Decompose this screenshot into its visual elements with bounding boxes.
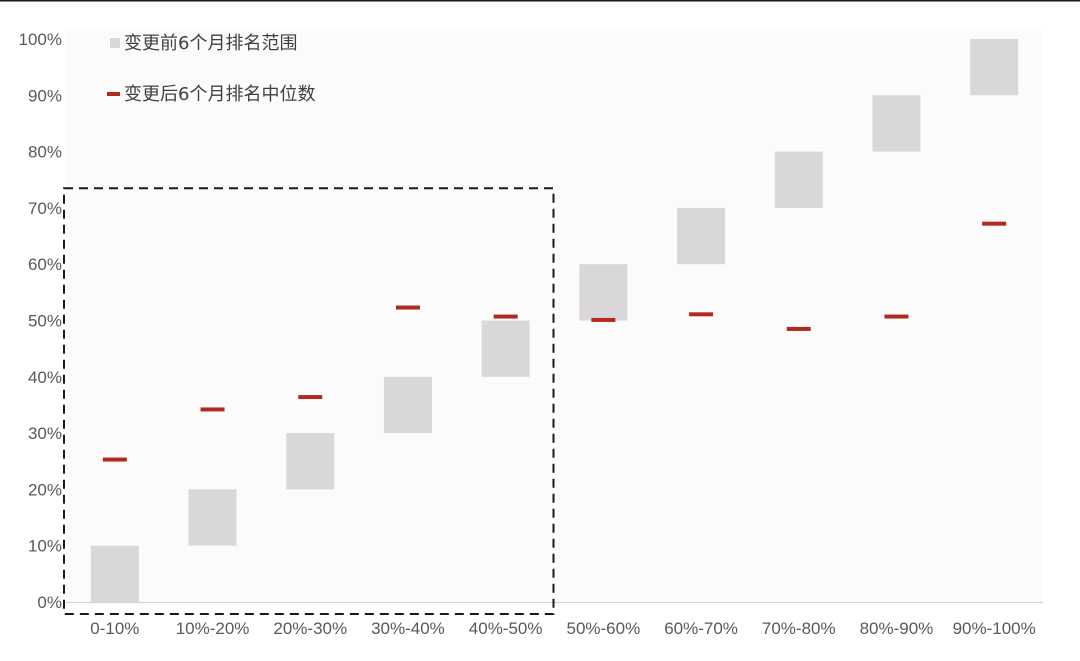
y-tick-label: 50% [28,312,62,331]
range-box [970,39,1019,96]
y-tick-label: 100% [19,30,62,49]
y-tick-label: 80% [28,143,62,162]
x-tick-label: 0-10% [90,619,139,638]
x-tick-label: 50%-60% [566,619,640,638]
y-tick-label: 70% [28,199,62,218]
y-tick-label: 30% [28,424,62,443]
y-tick-label: 0% [37,593,62,612]
x-tick-label: 70%-80% [762,619,836,638]
median-marker [786,326,811,331]
median-marker [884,314,909,319]
x-tick-label: 30%-40% [371,619,445,638]
median-marker [982,221,1007,226]
x-tick-label: 80%-90% [860,619,934,638]
x-axis: 0-10% 10%-20% 20%-30% 30%-40% 40%-50% 50%-60%… [66,601,1043,638]
median-marker [298,395,323,400]
range-box [677,207,726,265]
range-box [579,264,628,321]
y-tick-label: 90% [28,86,62,105]
median-marker [395,305,420,310]
range-box [188,489,237,546]
x-tick-label: 40%-50% [469,619,543,638]
range-box [774,151,823,208]
y-tick-label: 60% [28,255,62,274]
median-marker [200,407,225,412]
highlight-layer [63,187,555,615]
x-tick-label: 60%-70% [664,619,738,638]
legend-median-swatch [107,92,120,96]
median-marker [102,457,127,462]
legend: 变更前6个月排名范围 变更后6个月排名中位数 [107,33,315,105]
range-box [872,95,921,152]
median-marker [689,312,714,317]
x-tick-label: 90%-100% [953,619,1036,638]
median-marker [493,314,518,319]
y-tick-label: 20% [28,480,62,499]
median-marker [591,317,616,322]
range-box [286,433,335,490]
y-axis: 0% 10% 20% 30% 40% 50% 60% 70% 80% 90% 100% [19,30,62,612]
legend-median-label: 变更后6个月排名中位数 [124,84,315,105]
highlight-dashed-box [63,187,555,615]
y-tick-label: 40% [28,368,62,387]
legend-range-swatch [110,38,120,48]
range-box [383,376,432,434]
y-tick-label: 10% [28,537,62,556]
legend-range-label: 变更前6个月排名范围 [124,33,297,54]
x-tick-label: 20%-30% [273,619,347,638]
range-box [481,320,530,377]
x-tick-label: 10%-20% [176,619,250,638]
range-box [90,545,139,602]
